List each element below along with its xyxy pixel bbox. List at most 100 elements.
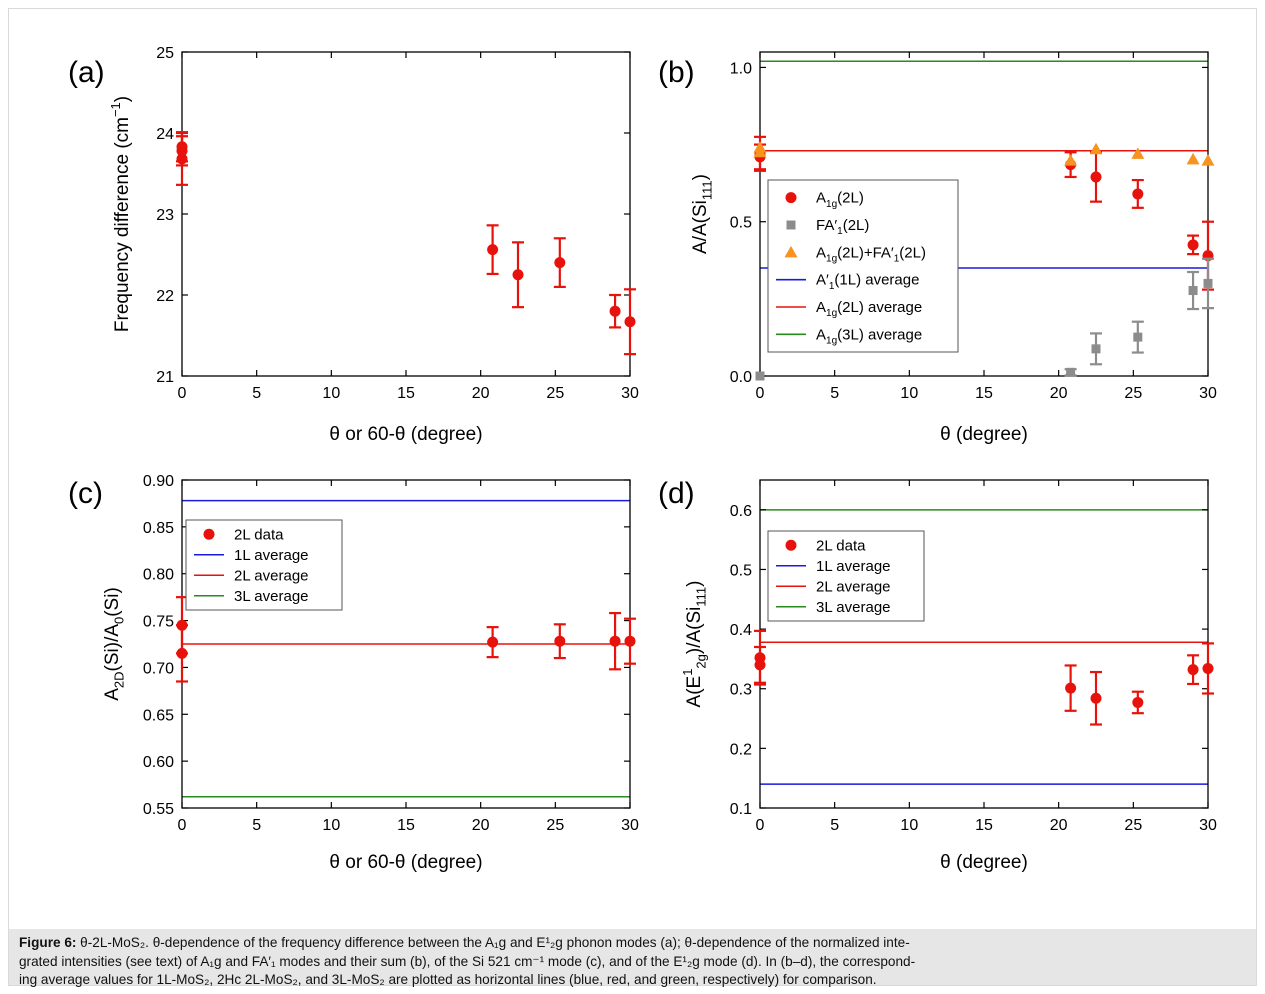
panel-a-series-0-point-3 — [487, 244, 499, 256]
panel-b-series-0-point-4 — [1132, 188, 1144, 200]
panel-b-legend-label-1: FA′1(2L) — [816, 217, 869, 237]
panel-d-xtick-label-5: 25 — [1124, 817, 1142, 834]
panel-c-xtick-label-1: 5 — [252, 817, 261, 834]
panel-b-xtick-label-3: 15 — [975, 385, 993, 402]
figure-caption: Figure 6: θ-2L-MoS₂. θ-dependence of the… — [9, 929, 1256, 987]
panel-c-ytick-label-1: 0.60 — [143, 754, 174, 771]
panel-c-legend-label-1: 1L average — [234, 547, 309, 564]
panel-c-ytick-label-3: 0.70 — [143, 660, 174, 677]
caption-label: Figure 6: — [19, 935, 77, 950]
panel-b-series-1-point-4 — [1188, 286, 1198, 296]
panel-d-x-axis-title: θ (degree) — [940, 852, 1028, 873]
panel-c-ytick-label-6: 0.85 — [143, 520, 174, 537]
panel-c-xtick-label-2: 10 — [322, 817, 340, 834]
panel-b-legend-swatch-2 — [784, 245, 798, 258]
panel-d-plot-frame — [759, 479, 1209, 809]
panel-d-tag: (d) — [658, 477, 695, 510]
panel-b-series-2-point-5 — [1186, 152, 1200, 165]
figure-frame — [8, 8, 1257, 986]
panel-a-series-0-point-2 — [176, 153, 188, 165]
panel-b-series-1-point-5 — [1203, 278, 1213, 288]
panel-c-ytick-label-2: 0.65 — [143, 707, 174, 724]
panel-b-legend-label-4: A1g(2L) average — [816, 299, 922, 319]
panel-b-series-1-point-2 — [1091, 344, 1101, 354]
panel-a-xtick-label-3: 15 — [397, 385, 415, 402]
panel-c-legend-swatch-0 — [203, 528, 215, 540]
panel-d-xtick-label-3: 15 — [975, 817, 993, 834]
panel-a-ytick-label-0: 21 — [156, 369, 174, 386]
panel-d-xtick-label-2: 10 — [900, 817, 918, 834]
panel-d-ytick-label-5: 0.6 — [730, 503, 752, 520]
caption-text-1: θ-2L-MoS₂. θ-dependence of the frequency… — [76, 935, 910, 950]
panel-d-series-0-point-2 — [1065, 682, 1077, 694]
caption-line-2: grated intensities (see text) of A₁g and… — [19, 953, 916, 969]
panel-d-legend-label-1: 1L average — [816, 558, 891, 575]
panel-d-legend-label-2: 2L average — [816, 578, 891, 595]
panel-b-legend-label-5: A1g(3L) average — [816, 326, 922, 346]
panel-c-ytick-label-7: 0.90 — [143, 473, 174, 490]
panel-b-series-2-point-6 — [1201, 154, 1215, 166]
caption-line-3: ing average values for 1L-MoS₂, 2Hc 2L-M… — [19, 972, 877, 987]
panel-d-ytick-label-3: 0.4 — [730, 622, 752, 639]
panel-b-x-axis-title: θ (degree) — [940, 424, 1028, 445]
panel-d-series-0-point-4 — [1132, 696, 1144, 708]
panel-b-legend-label-2: A1g(2L)+FA′1(2L) — [816, 244, 926, 264]
panel-b-legend-swatch-0 — [785, 192, 797, 204]
panel-d-series-0-point-5 — [1187, 664, 1199, 676]
panel-c-x-axis-title: θ or 60-θ (degree) — [329, 852, 482, 873]
panel-c-ytick-label-4: 0.75 — [143, 614, 174, 631]
panel-d-xtick-label-0: 0 — [756, 817, 765, 834]
panel-d-ytick-label-4: 0.5 — [730, 562, 752, 579]
panel-a-xtick-label-1: 5 — [252, 385, 261, 402]
panel-b-series-2-point-2 — [1064, 154, 1078, 166]
panel-d-y-axis-title: A(E12g)/A(Si111) — [680, 581, 708, 708]
panel-a-xtick-label-2: 10 — [322, 385, 340, 402]
panel-c-series-0-point-1 — [176, 647, 188, 659]
panel-d-series-0-point-1 — [754, 659, 766, 671]
panel-b-ytick-label-0: 0.0 — [730, 369, 752, 386]
panel-b-legend-swatch-1 — [786, 220, 796, 230]
panel-c-series-0-point-4 — [609, 635, 621, 647]
panel-c-series-0-point-2 — [487, 636, 499, 648]
panel-c: 0 5 10 15 20 25 30 0.55 0.60 0.65 0.70 0.75 0.80 0.85… — [68, 473, 639, 873]
panel-a-xtick-label-6: 30 — [621, 385, 639, 402]
panel-a-xtick-label-4: 20 — [472, 385, 490, 402]
panel-c-y-axis-title: A2D(Si)/A0(Si) — [102, 587, 126, 701]
panel-b-xtick-label-0: 0 — [756, 385, 765, 402]
panel-b-xtick-label-1: 5 — [830, 385, 839, 402]
panel-c-xtick-label-0: 0 — [178, 817, 187, 834]
panel-d-legend-swatch-0 — [785, 539, 797, 551]
panel-b-series-2-point-1 — [753, 145, 767, 158]
panel-c-series-0-point-5 — [624, 635, 636, 647]
panel-a-plot-frame — [181, 51, 631, 377]
panel-a-series-0-point-7 — [624, 316, 636, 328]
panel-b-tag: (b) — [658, 56, 695, 89]
panel-b-series-2-point-4 — [1131, 147, 1145, 159]
panel-c-tag: (c) — [68, 477, 103, 510]
panel-a-ytick-label-2: 23 — [156, 207, 174, 224]
panel-b-xtick-label-5: 25 — [1124, 385, 1142, 402]
panel-c-ytick-label-5: 0.80 — [143, 567, 174, 584]
panel-d-xtick-label-6: 30 — [1199, 817, 1217, 834]
panel-a-series-0-point-5 — [554, 257, 566, 269]
panel-d-xtick-label-1: 5 — [830, 817, 839, 834]
panel-a: 0 5 10 15 20 25 30 21 22 23 24 25 θ or 60-θ (degree)… — [68, 45, 639, 445]
panel-d-ytick-label-0: 0.1 — [730, 801, 752, 818]
panel-b: 0 5 10 15 20 25 30 0.0 0.5 1.0 θ (degree) A/A(Si111… — [658, 51, 1217, 445]
panel-b-series-1-point-0 — [755, 371, 765, 381]
panel-b-y-axis-title: A/A(Si111) — [690, 174, 714, 254]
panel-a-xtick-label-0: 0 — [178, 385, 187, 402]
panel-c-legend-label-0: 2L data — [234, 526, 284, 543]
panel-a-series-0-point-6 — [609, 305, 621, 317]
panel-d-ytick-label-2: 0.3 — [730, 682, 752, 699]
panel-a-x-axis-title: θ or 60-θ (degree) — [329, 424, 482, 445]
panel-b-xtick-label-6: 30 — [1199, 385, 1217, 402]
panel-d-xtick-label-4: 20 — [1050, 817, 1068, 834]
panel-b-ytick-label-2: 1.0 — [730, 60, 752, 77]
panel-c-xtick-label-6: 30 — [621, 817, 639, 834]
panel-d-series-0-point-3 — [1090, 692, 1102, 704]
panel-a-ytick-label-4: 25 — [156, 45, 174, 62]
panel-b-legend-box — [767, 179, 959, 353]
panel-b-series-2-point-3 — [1089, 142, 1103, 155]
